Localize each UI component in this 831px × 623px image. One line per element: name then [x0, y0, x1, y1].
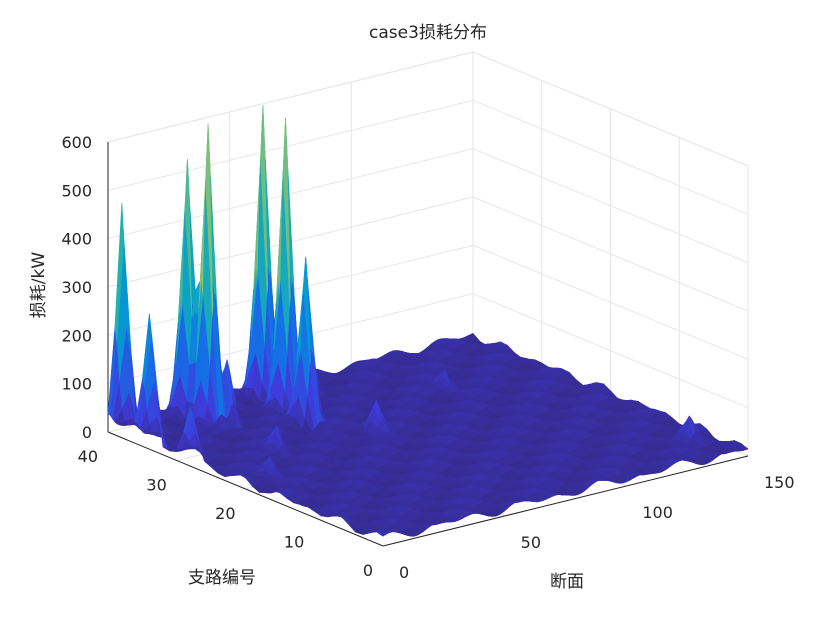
box-edge: [472, 51, 749, 167]
axes-back-walls: [107, 51, 749, 547]
y-axis-line: [107, 431, 384, 547]
box-edge: [107, 51, 474, 143]
surface-plot: [107, 105, 749, 537]
grid-line: [107, 148, 474, 240]
x-axis-line: [382, 455, 749, 547]
grid-line: [107, 99, 474, 191]
